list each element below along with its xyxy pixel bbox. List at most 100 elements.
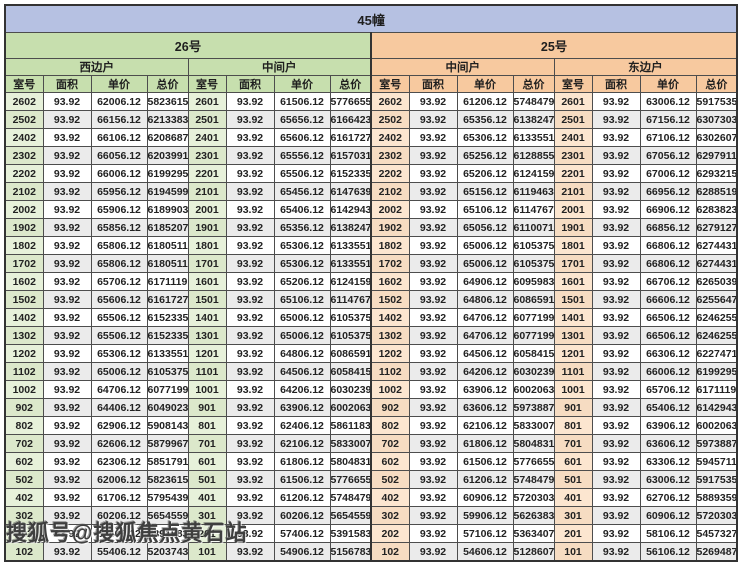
cell-total-price: 6279127 (695, 218, 738, 237)
cell-unit-price: 65006.12 (273, 326, 331, 345)
cell-room: 1201 (553, 344, 593, 363)
cell-room: 601 (553, 452, 593, 471)
cell-area: 93.92 (591, 524, 641, 543)
cell-room: 2401 (187, 128, 227, 147)
cell-room: 701 (187, 434, 227, 453)
cell-total-price: 5973887 (512, 398, 555, 417)
col-header-unit-price: 单价 (90, 75, 148, 93)
cell-unit-price: 57406.12 (90, 524, 148, 543)
cell-area: 93.92 (591, 434, 641, 453)
cell-area: 93.92 (591, 218, 641, 237)
col-header-total-price: 总价 (329, 75, 372, 93)
cell-unit-price: 65006.12 (273, 308, 331, 327)
cell-total-price: 6114767 (329, 290, 372, 309)
unit-header-middle-26: 中间户 (187, 58, 372, 76)
cell-area: 93.92 (42, 344, 92, 363)
cell-area: 93.92 (225, 164, 275, 183)
cell-total-price: 6086591 (329, 344, 372, 363)
cell-unit-price: 65306.12 (273, 254, 331, 273)
table-row: 2602 93.92 62006.12 5823615 2601 93.92 61506.1… (4, 92, 738, 111)
cell-area: 93.92 (591, 254, 641, 273)
cell-room: 1901 (187, 218, 227, 237)
cell-total-price: 5804831 (329, 452, 372, 471)
cell-room: 2101 (187, 182, 227, 201)
cell-room: 1801 (187, 236, 227, 255)
cell-area: 93.92 (591, 506, 641, 525)
col-header-area: 面积 (42, 75, 92, 93)
cell-total-price: 6119463 (512, 182, 555, 201)
cell-total-price: 6105375 (146, 362, 189, 381)
cell-area: 93.92 (591, 128, 641, 147)
cell-unit-price: 63906.12 (456, 380, 514, 399)
cell-unit-price: 65306.12 (456, 128, 514, 147)
cell-total-price: 6128855 (512, 146, 555, 165)
cell-area: 93.92 (225, 236, 275, 255)
cell-room: 1101 (553, 362, 593, 381)
cell-room: 1701 (553, 254, 593, 273)
cell-area: 93.92 (408, 272, 458, 291)
cell-unit-price: 65606.12 (90, 290, 148, 309)
col-header-total-price: 总价 (146, 75, 189, 93)
cell-room: 2002 (370, 200, 410, 219)
cell-room: 502 (370, 470, 410, 489)
cell-room: 702 (370, 434, 410, 453)
cell-unit-price: 61706.12 (90, 488, 148, 507)
cell-area: 93.92 (408, 524, 458, 543)
cell-room: 2601 (187, 92, 227, 111)
cell-unit-price: 65906.12 (90, 200, 148, 219)
cell-total-price: 5823615 (146, 470, 189, 489)
cell-unit-price: 65356.12 (456, 110, 514, 129)
cell-room: 2101 (553, 182, 593, 201)
cell-room: 501 (187, 470, 227, 489)
table-row: 902 93.92 64406.12 6049023 901 93.92 63906.12 6… (4, 398, 738, 417)
cell-area: 93.92 (408, 542, 458, 562)
building-25-header: 25号 (369, 32, 738, 59)
cell-unit-price: 60206.12 (273, 506, 331, 525)
cell-room: 1001 (553, 380, 593, 399)
cell-unit-price: 63606.12 (639, 434, 697, 453)
cell-area: 93.92 (408, 488, 458, 507)
cell-total-price: 5795439 (146, 488, 189, 507)
cell-unit-price: 60906.12 (639, 506, 697, 525)
cell-room: 2202 (4, 164, 44, 183)
cell-room: 702 (4, 434, 44, 453)
cell-unit-price: 63606.12 (456, 398, 514, 417)
cell-room: 602 (4, 452, 44, 471)
cell-room: 2102 (370, 182, 410, 201)
cell-total-price: 6152335 (146, 326, 189, 345)
cell-area: 93.92 (225, 200, 275, 219)
table-row: 1302 93.92 65506.12 6152335 1301 93.92 65006.1… (4, 326, 738, 345)
cell-unit-price: 62606.12 (90, 434, 148, 453)
cell-area: 93.92 (225, 308, 275, 327)
cell-unit-price: 66806.12 (639, 236, 697, 255)
cell-room: 301 (187, 506, 227, 525)
cell-room: 1401 (553, 308, 593, 327)
cell-area: 93.92 (591, 272, 641, 291)
cell-total-price: 6194599 (146, 182, 189, 201)
col-header-area: 面积 (408, 75, 458, 93)
cell-room: 1902 (4, 218, 44, 237)
cell-area: 93.92 (408, 254, 458, 273)
cell-total-price: 6030239 (512, 362, 555, 381)
cell-area: 93.92 (225, 452, 275, 471)
cell-total-price: 6124159 (512, 164, 555, 183)
cell-room: 1702 (4, 254, 44, 273)
cell-room: 2602 (370, 92, 410, 111)
cell-unit-price: 60206.12 (90, 506, 148, 525)
cell-unit-price: 61806.12 (273, 452, 331, 471)
cell-room: 1002 (370, 380, 410, 399)
watermark-sohu: 搜狐号@搜狐焦点黄石站 (6, 521, 248, 546)
cell-total-price: 6147639 (329, 182, 372, 201)
cell-area: 93.92 (408, 398, 458, 417)
cell-unit-price: 63906.12 (273, 398, 331, 417)
cell-room: 1501 (187, 290, 227, 309)
cell-total-price: 6002063 (329, 398, 372, 417)
cell-area: 93.92 (42, 434, 92, 453)
table-row: 1702 93.92 65806.12 6180511 1701 93.92 65306.1… (4, 254, 738, 273)
cell-area: 93.92 (42, 416, 92, 435)
cell-area: 93.92 (591, 290, 641, 309)
cell-unit-price: 65356.12 (273, 218, 331, 237)
cell-unit-price: 63906.12 (639, 416, 697, 435)
cell-total-price: 6142943 (329, 200, 372, 219)
cell-room: 1301 (553, 326, 593, 345)
